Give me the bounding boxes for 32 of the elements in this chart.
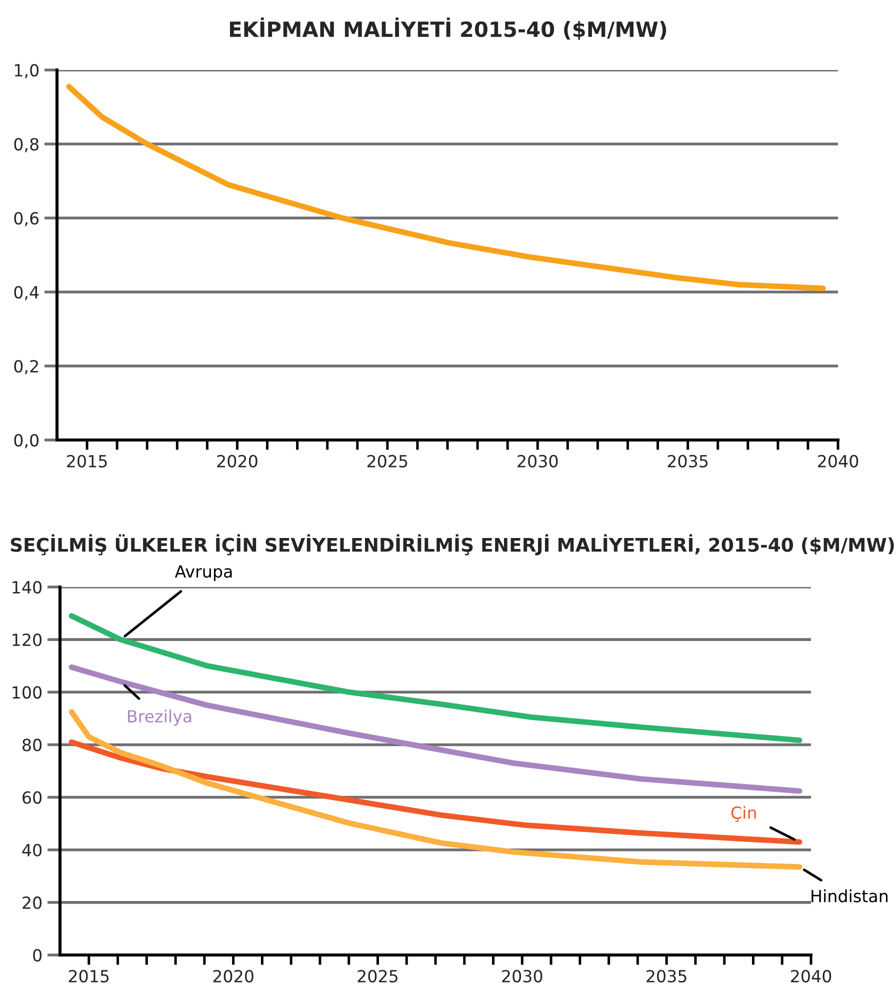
x-tick-label: 2040 [791,970,832,982]
x-tick-label: 2015 [68,970,109,982]
y-tick-label: 100 [12,686,42,699]
y-tick-label: 40 [22,844,42,856]
text: Avrupa [174,565,232,581]
y-tick-label: 0,6 [14,212,39,226]
y-tick-label: 0,4 [14,286,39,300]
x-tick-label: 2015 [67,454,107,468]
y-tick-label: 80 [22,738,42,752]
x-tick-label: 2020 [217,454,258,468]
y-tick-label: 140 [12,580,42,594]
chart-title: EKİPMAN MALİYETİ 2015-40 ($M/MW) [230,18,666,40]
y-tick-label: 1,0 [14,64,39,78]
x-tick-label: 2035 [646,970,686,982]
x-tick-label: 2035 [668,454,708,468]
series-label: Brezilya [128,710,192,726]
x-tick-label: 2025 [358,970,398,982]
x-tick-label: 2040 [818,454,858,468]
x-tick-label: 2030 [502,970,542,982]
y-tick-label: 0 [33,948,42,962]
series-label: Hindistan [812,889,888,902]
y-tick-label: 20 [22,896,42,909]
y-tick-label: 0,0 [14,434,39,448]
chart-title: SEÇİLMİŞ ÜLKELER İÇİN SEVİYELENDİRİLMİŞ ENERJİ MALİYETLERİ, 2015-40 ($M/MW) [10,534,894,556]
y-tick-label: 60 [22,791,42,804]
x-tick-label: 2020 [213,970,254,982]
series-label: Çin [731,806,756,822]
x-tick-label: 2030 [518,454,558,468]
x-tick-label: 2025 [367,454,408,468]
y-tick-label: 0,2 [14,360,38,374]
y-tick-label: 0,8 [14,138,38,152]
y-tick-label: 120 [12,634,42,646]
